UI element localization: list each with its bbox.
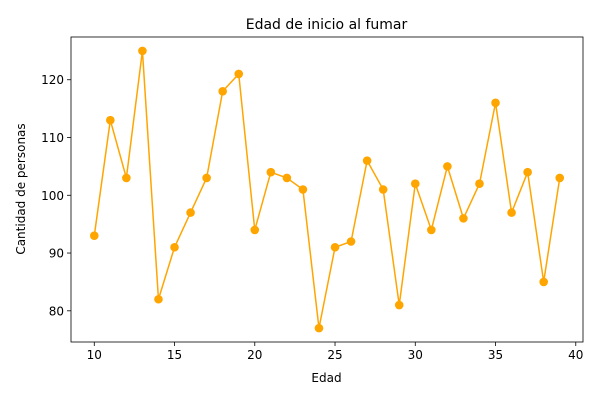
data-point [330, 242, 340, 252]
x-tick-label: 40 [568, 348, 583, 362]
data-point [555, 173, 565, 183]
data-point [523, 167, 532, 177]
data-point [507, 208, 516, 217]
x-tick-label: 30 [408, 348, 423, 362]
data-point [170, 242, 179, 252]
data-point [218, 86, 227, 96]
x-tick-label: 20 [247, 348, 262, 362]
y-tick-label: 90 [49, 247, 64, 261]
data-point [378, 185, 388, 194]
x-tick-label: 35 [488, 348, 503, 362]
data-point [138, 46, 147, 56]
y-tick-label: 110 [41, 131, 64, 145]
data-point [539, 277, 548, 287]
data-point [122, 173, 131, 183]
data-point [410, 179, 420, 189]
data-point [234, 69, 244, 79]
data-point [282, 173, 292, 183]
plot-area: 10 15 20 25 30 35 40 80 90 100 110 120 [41, 36, 584, 362]
x-axis-title: Edad [311, 371, 341, 385]
data-point [186, 208, 195, 217]
x-tick-label: 10 [87, 348, 102, 362]
data-point [491, 98, 500, 108]
data-point [362, 156, 372, 165]
y-axis-title: Cantidad de personas [14, 123, 28, 254]
data-point [250, 225, 260, 235]
axes-frame [70, 36, 584, 343]
data-point [459, 214, 468, 223]
y-tick-label: 100 [41, 189, 64, 203]
data-point [202, 173, 211, 183]
y-tick-label: 80 [49, 304, 64, 318]
data-point [106, 115, 115, 125]
y-tick-label: 120 [41, 73, 64, 87]
data-point [427, 225, 436, 235]
data-point [475, 179, 484, 189]
data-point [298, 185, 308, 194]
data-point [89, 231, 99, 241]
x-tick-label: 25 [327, 348, 342, 362]
x-tick-label: 15 [167, 348, 182, 362]
data-point [394, 300, 404, 310]
data-point [314, 323, 324, 333]
chart-title: Edad de inicio al fumar [246, 17, 408, 33]
series-line [93, 50, 561, 329]
data-point [154, 294, 163, 304]
data-point [266, 167, 276, 177]
data-point [443, 162, 452, 171]
data-point [346, 237, 356, 246]
